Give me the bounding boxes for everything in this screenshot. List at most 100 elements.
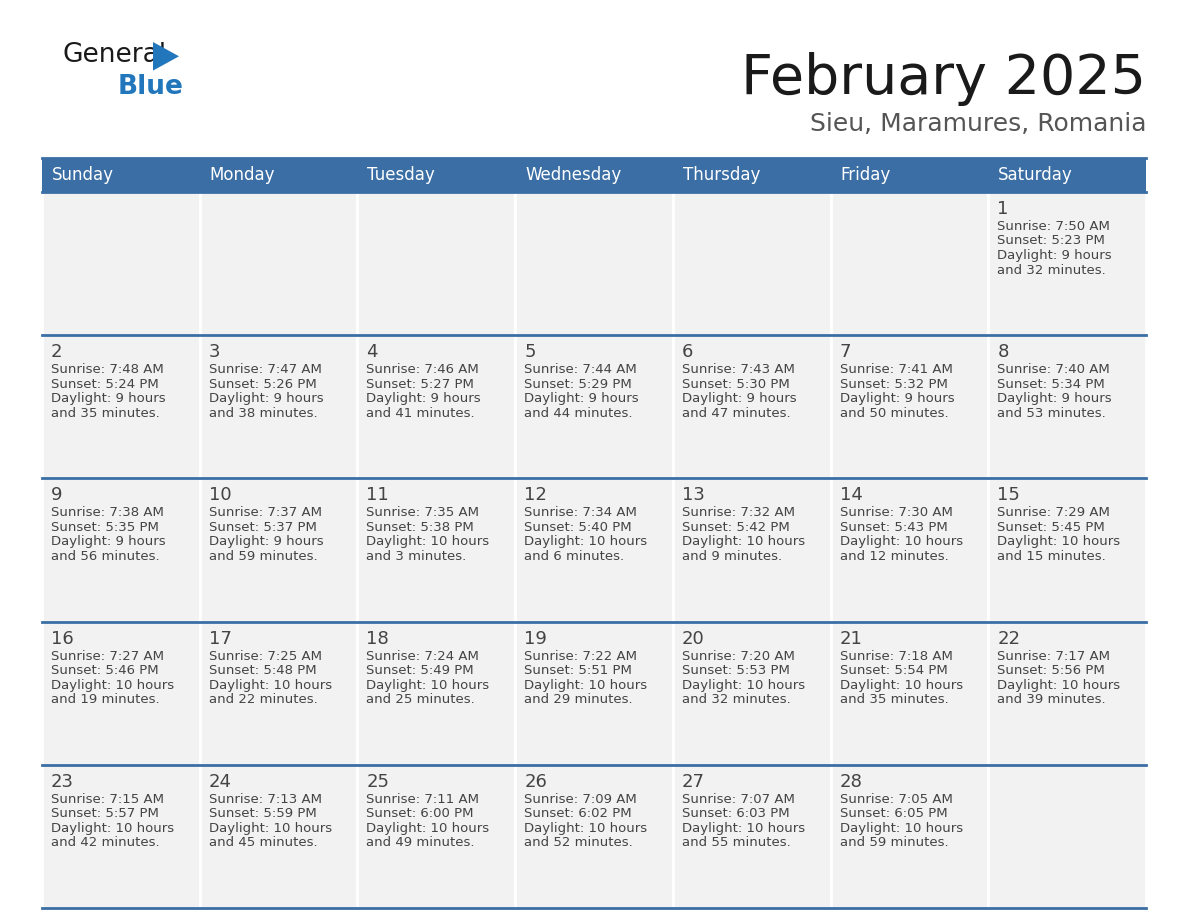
Text: Daylight: 10 hours: Daylight: 10 hours	[524, 535, 647, 548]
Bar	[830, 621, 988, 765]
Text: and 25 minutes.: and 25 minutes.	[366, 693, 475, 706]
Text: Daylight: 10 hours: Daylight: 10 hours	[997, 535, 1120, 548]
Text: and 39 minutes.: and 39 minutes.	[997, 693, 1106, 706]
Text: 2: 2	[51, 343, 63, 361]
Text: Sunset: 6:05 PM: Sunset: 6:05 PM	[840, 807, 947, 821]
Text: and 44 minutes.: and 44 minutes.	[524, 407, 633, 420]
Text: 9: 9	[51, 487, 63, 504]
Text: Sieu, Maramures, Romania: Sieu, Maramures, Romania	[809, 112, 1146, 136]
Text: and 55 minutes.: and 55 minutes.	[682, 836, 790, 849]
Text: Daylight: 9 hours: Daylight: 9 hours	[51, 535, 165, 548]
Bar	[830, 158, 988, 192]
Text: and 59 minutes.: and 59 minutes.	[209, 550, 317, 563]
Text: 28: 28	[840, 773, 862, 790]
Text: General: General	[62, 42, 166, 68]
Text: and 19 minutes.: and 19 minutes.	[51, 693, 159, 706]
Text: Daylight: 9 hours: Daylight: 9 hours	[209, 392, 323, 405]
Text: Sunset: 5:49 PM: Sunset: 5:49 PM	[366, 664, 474, 677]
Bar	[200, 621, 358, 765]
Text: 4: 4	[366, 343, 378, 361]
Text: Sunset: 5:38 PM: Sunset: 5:38 PM	[366, 521, 474, 534]
Text: and 22 minutes.: and 22 minutes.	[209, 693, 317, 706]
Text: Sunrise: 7:32 AM: Sunrise: 7:32 AM	[682, 507, 795, 520]
Text: Saturday: Saturday	[998, 166, 1073, 184]
Text: Sunset: 5:23 PM: Sunset: 5:23 PM	[997, 234, 1105, 248]
Text: Sunset: 5:40 PM: Sunset: 5:40 PM	[524, 521, 632, 534]
Text: Sunrise: 7:38 AM: Sunrise: 7:38 AM	[51, 507, 164, 520]
Text: and 12 minutes.: and 12 minutes.	[840, 550, 948, 563]
Text: Sunset: 5:53 PM: Sunset: 5:53 PM	[682, 664, 790, 677]
Bar	[672, 192, 830, 335]
Text: Sunset: 5:30 PM: Sunset: 5:30 PM	[682, 377, 790, 391]
Text: and 42 minutes.: and 42 minutes.	[51, 836, 159, 849]
Text: Sunset: 5:46 PM: Sunset: 5:46 PM	[51, 664, 159, 677]
Text: 23: 23	[51, 773, 74, 790]
Text: Monday: Monday	[210, 166, 276, 184]
Text: and 9 minutes.: and 9 minutes.	[682, 550, 782, 563]
Text: Sunset: 6:00 PM: Sunset: 6:00 PM	[366, 807, 474, 821]
Text: Daylight: 10 hours: Daylight: 10 hours	[366, 535, 489, 548]
Text: and 59 minutes.: and 59 minutes.	[840, 836, 948, 849]
Text: Daylight: 10 hours: Daylight: 10 hours	[366, 822, 489, 834]
Text: Daylight: 9 hours: Daylight: 9 hours	[997, 392, 1112, 405]
Text: Daylight: 9 hours: Daylight: 9 hours	[524, 392, 639, 405]
Bar	[200, 765, 358, 908]
Text: Daylight: 10 hours: Daylight: 10 hours	[840, 535, 962, 548]
Text: 21: 21	[840, 630, 862, 647]
Text: 18: 18	[366, 630, 390, 647]
Text: Sunset: 5:29 PM: Sunset: 5:29 PM	[524, 377, 632, 391]
Text: Sunrise: 7:40 AM: Sunrise: 7:40 AM	[997, 364, 1110, 376]
Text: 10: 10	[209, 487, 232, 504]
Text: Sunrise: 7:05 AM: Sunrise: 7:05 AM	[840, 793, 953, 806]
Bar	[988, 192, 1146, 335]
Text: Sunset: 5:27 PM: Sunset: 5:27 PM	[366, 377, 474, 391]
Text: Daylight: 10 hours: Daylight: 10 hours	[997, 678, 1120, 691]
Text: Sunrise: 7:47 AM: Sunrise: 7:47 AM	[209, 364, 322, 376]
Text: Tuesday: Tuesday	[367, 166, 435, 184]
Text: Sunset: 6:03 PM: Sunset: 6:03 PM	[682, 807, 790, 821]
Text: Daylight: 10 hours: Daylight: 10 hours	[682, 535, 805, 548]
Text: 26: 26	[524, 773, 546, 790]
Text: Sunrise: 7:50 AM: Sunrise: 7:50 AM	[997, 220, 1110, 233]
Text: 3: 3	[209, 343, 220, 361]
Text: and 29 minutes.: and 29 minutes.	[524, 693, 633, 706]
Bar	[42, 765, 200, 908]
Text: Sunrise: 7:35 AM: Sunrise: 7:35 AM	[366, 507, 480, 520]
Text: Sunrise: 7:46 AM: Sunrise: 7:46 AM	[366, 364, 479, 376]
Bar	[358, 478, 516, 621]
Text: Sunrise: 7:07 AM: Sunrise: 7:07 AM	[682, 793, 795, 806]
Bar	[830, 478, 988, 621]
Text: and 3 minutes.: and 3 minutes.	[366, 550, 467, 563]
Text: Sunrise: 7:27 AM: Sunrise: 7:27 AM	[51, 650, 164, 663]
Text: Daylight: 9 hours: Daylight: 9 hours	[840, 392, 954, 405]
Text: and 6 minutes.: and 6 minutes.	[524, 550, 624, 563]
Text: Daylight: 10 hours: Daylight: 10 hours	[209, 822, 331, 834]
Text: Sunset: 5:54 PM: Sunset: 5:54 PM	[840, 664, 947, 677]
Bar	[358, 335, 516, 478]
Bar	[42, 158, 200, 192]
Bar	[988, 621, 1146, 765]
Text: Sunrise: 7:41 AM: Sunrise: 7:41 AM	[840, 364, 953, 376]
Text: 19: 19	[524, 630, 546, 647]
Text: Wednesday: Wednesday	[525, 166, 621, 184]
Bar	[672, 478, 830, 621]
Text: 17: 17	[209, 630, 232, 647]
Text: Sunset: 5:26 PM: Sunset: 5:26 PM	[209, 377, 316, 391]
Bar	[672, 621, 830, 765]
Text: and 56 minutes.: and 56 minutes.	[51, 550, 159, 563]
Bar	[988, 158, 1146, 192]
Text: Daylight: 10 hours: Daylight: 10 hours	[209, 678, 331, 691]
Bar	[516, 335, 672, 478]
Text: 1: 1	[997, 200, 1009, 218]
Bar	[42, 621, 200, 765]
Bar	[672, 158, 830, 192]
Text: Friday: Friday	[841, 166, 891, 184]
Text: Sunrise: 7:30 AM: Sunrise: 7:30 AM	[840, 507, 953, 520]
Text: Daylight: 10 hours: Daylight: 10 hours	[840, 678, 962, 691]
Text: 11: 11	[366, 487, 390, 504]
Text: 25: 25	[366, 773, 390, 790]
Text: 13: 13	[682, 487, 704, 504]
Text: and 35 minutes.: and 35 minutes.	[840, 693, 948, 706]
Bar	[830, 765, 988, 908]
Polygon shape	[153, 42, 179, 71]
